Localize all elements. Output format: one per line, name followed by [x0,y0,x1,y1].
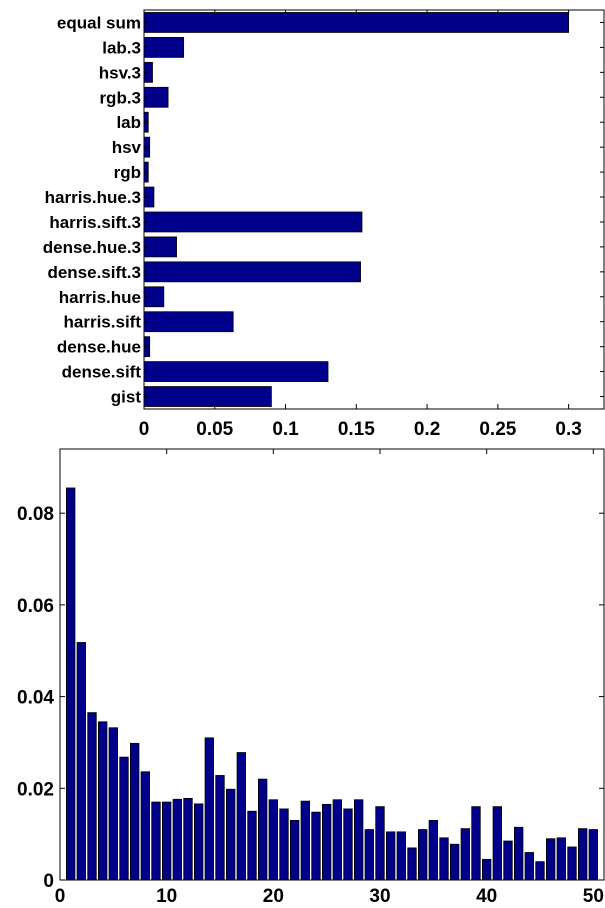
bar-38 [460,828,471,881]
bar-26 [332,799,343,881]
x-tick-label: 0.15 [338,419,375,440]
bar-8 [140,771,150,881]
x-tick-label: 0 [55,886,66,907]
x-tick-label: 0.1 [272,419,299,440]
category-label: rgb.3 [99,88,141,107]
y-tick-label: 0.08 [17,504,54,525]
bar-12 [183,797,193,881]
bar-19 [257,778,268,881]
bar-2 [76,642,86,881]
y-tick-label: 0 [43,871,54,892]
bar-35 [428,819,439,881]
bar-50 [588,829,598,881]
bar-11 [172,798,182,881]
y-tick-label: 0.04 [17,688,54,709]
bar-39 [471,806,481,881]
bar-3 [87,712,97,881]
bar-22 [289,819,300,881]
category-label: harris.sift.3 [49,213,141,232]
bar-23 [300,800,311,881]
x-tick-label: 50 [583,886,604,907]
bar-21 [279,808,289,881]
bar-31 [385,831,396,881]
bar-25 [321,803,332,881]
bar-37 [449,843,460,881]
bar-32 [396,831,407,881]
bar-20 [268,799,279,881]
bar-44 [524,852,534,881]
bar-7 [129,742,140,881]
x-tick-label: 10 [156,886,177,907]
bar-15 [215,775,225,881]
x-tick-label: 40 [476,886,497,907]
bar-33 [407,847,417,881]
bar-dense-sift [143,361,329,382]
bar-46 [546,838,556,881]
category-label: lab [116,113,141,132]
category-label: equal sum [57,13,141,32]
y-tick-label: 0.06 [17,596,54,617]
category-label: dense.hue.3 [43,238,141,257]
bar-10 [161,801,172,881]
bar-harris-sift-3 [143,211,363,233]
feature-weights-chart: gist dense.sift dense.hue harris.sift harris… [43,9,605,440]
bar-5 [108,727,118,881]
bar-1 [66,487,76,881]
category-label: lab.3 [102,38,141,57]
bar-gist [143,386,272,407]
bar-17 [236,752,246,881]
x-tick-label: 30 [369,886,390,907]
bar-harris-sift [143,311,234,333]
x-tick-label: 0.25 [479,419,516,440]
bar-45 [535,861,545,881]
bar-49 [578,828,588,881]
category-label: harris.hue.3 [45,188,141,207]
bar-4 [98,721,108,881]
bar-30 [375,806,385,881]
x-tick-label: 0.3 [555,419,581,440]
bar-13 [193,803,204,881]
bar-41 [492,806,503,881]
bar-28 [353,799,364,881]
bar-29 [364,829,375,881]
bar-27 [343,808,353,881]
bar-34 [417,829,428,881]
x-tick-label: 0 [139,419,150,440]
bar-6 [119,756,129,881]
bar-16 [225,788,236,881]
bar-24 [311,811,321,881]
category-label: rgb [114,163,141,182]
category-label: hsv.3 [99,63,141,82]
category-label: gist [111,388,142,407]
bar-equal-sum [143,12,570,33]
bar-42 [503,840,513,881]
category-label: harris.sift [64,313,142,332]
bar-47 [556,837,566,881]
category-label: hsv [112,138,142,157]
category-label: dense.sift [62,363,142,382]
bar-dense-hue-3 [143,236,177,258]
bar-9 [151,801,161,881]
bar-48 [567,846,577,881]
bar-43 [514,826,524,881]
category-label: dense.sift.3 [47,263,141,282]
y-tick-label: 0.02 [17,779,54,800]
bar-14 [204,737,214,881]
histogram-chart: 0 0.02 0.04 0.06 0.08 0 10 20 30 40 50 [17,448,605,907]
category-label: harris.hue [59,288,141,307]
bar-lab-3 [143,37,185,58]
plot-frame [143,9,605,410]
x-tick-label: 0.2 [414,419,440,440]
x-tick-label: 20 [263,886,284,907]
category-label: dense.hue [57,338,141,357]
bar-36 [439,837,449,881]
bar-dense-sift-3 [143,261,361,283]
bar-18 [247,810,257,881]
x-tick-label: 0.05 [196,419,233,440]
plot-frame [59,448,605,881]
